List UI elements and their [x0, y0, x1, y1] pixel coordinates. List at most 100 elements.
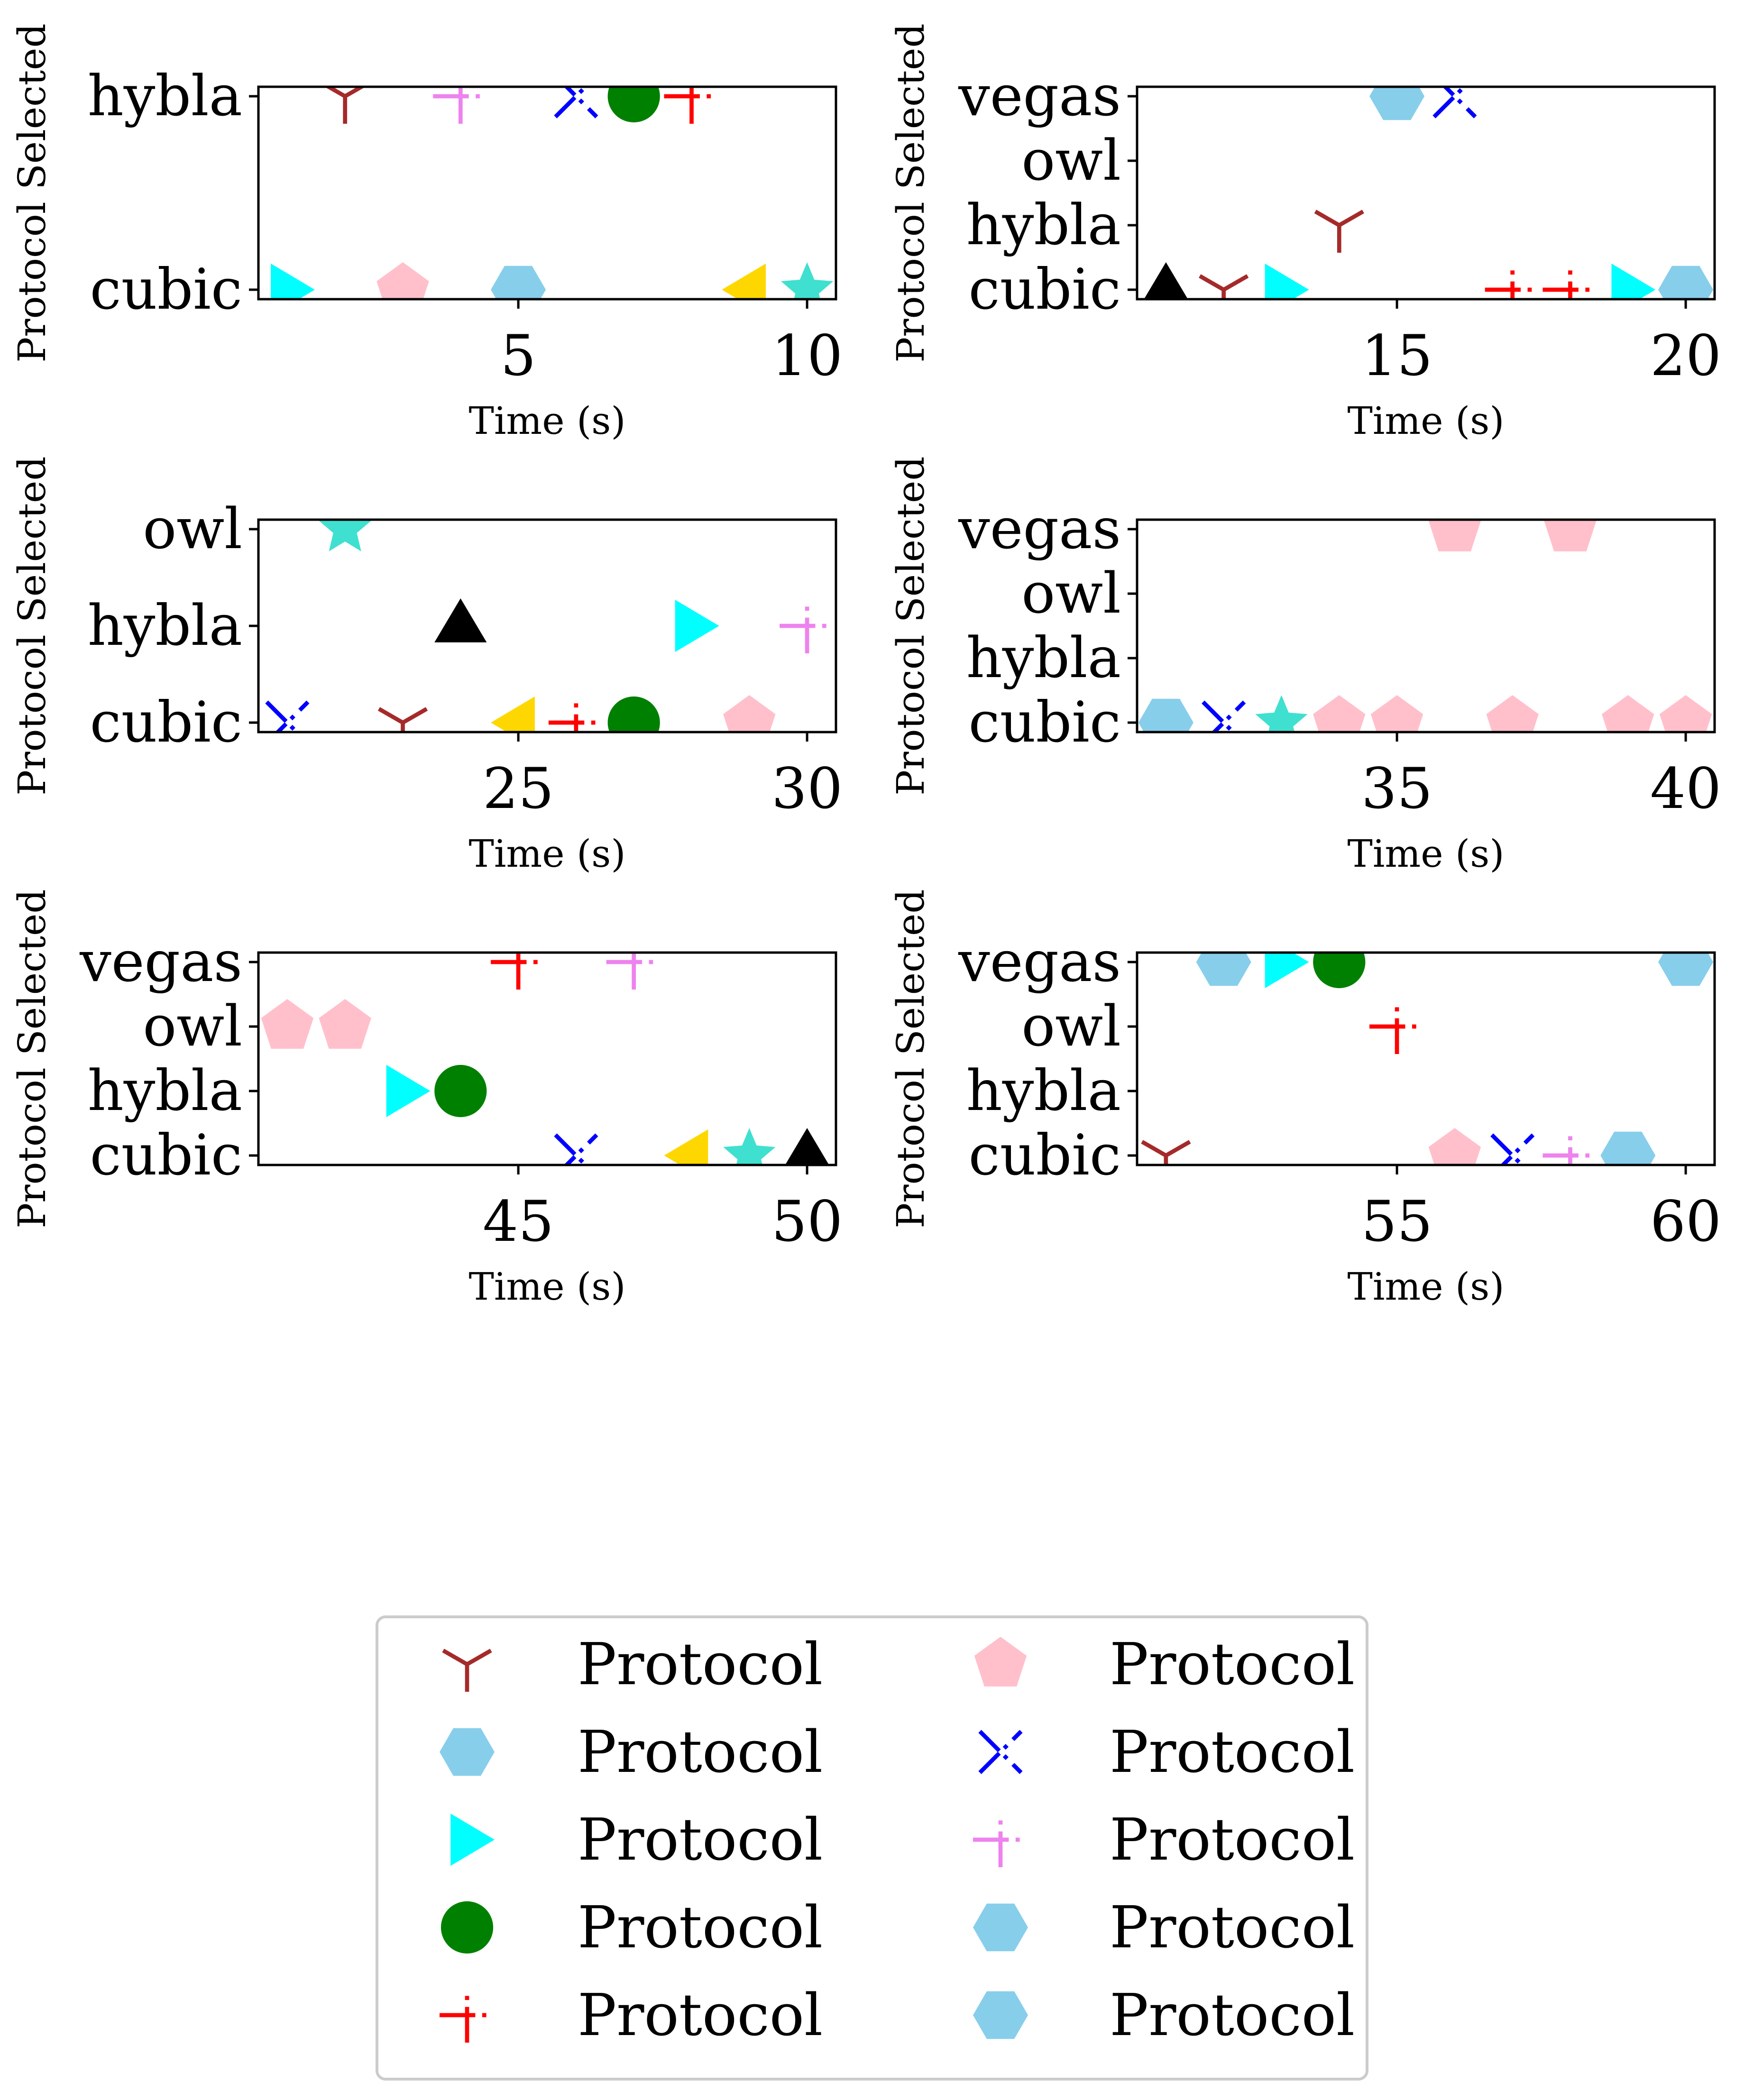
point-52-vegas — [1196, 953, 1251, 986]
point-37-cubic — [1486, 695, 1539, 732]
point-45-vegas — [491, 953, 546, 990]
y-tick-label: vegas — [958, 63, 1121, 128]
y-tick-label: cubic — [969, 257, 1121, 322]
legend-marker — [440, 1728, 495, 1776]
legend-label: Protocol — [1110, 1718, 1355, 1786]
point-6-hybla — [554, 87, 598, 119]
legend-label: Protocol — [578, 1981, 823, 2049]
point-19-cubic — [1611, 263, 1656, 299]
point-35-cubic — [1370, 695, 1423, 732]
x-tick-label: 50 — [771, 1189, 843, 1254]
point-21-cubic — [265, 700, 310, 732]
legend-marker — [440, 1988, 495, 2043]
point-48-cubic — [664, 1129, 708, 1165]
legend-marker — [441, 1901, 494, 1954]
point-20-cubic — [1658, 266, 1714, 299]
x-tick-label: 60 — [1650, 1189, 1721, 1254]
point-5-cubic — [491, 266, 546, 299]
point-22-owl — [319, 520, 371, 551]
point-32-cubic — [1202, 700, 1246, 732]
point-46-cubic — [554, 1133, 598, 1165]
point-1-cubic — [271, 263, 315, 299]
subplot-3: cubic hybla owl 25 30 Time (s) Protocol Select… — [10, 456, 843, 876]
legend-entry-9: Protocol — [973, 1894, 1355, 1961]
point-33-cubic — [1255, 695, 1308, 732]
legend-marker — [973, 1903, 1028, 1952]
point-9-cubic — [722, 263, 766, 299]
y-tick-label: vegas — [958, 496, 1121, 561]
y-tick-label: hybla — [966, 192, 1121, 257]
point-30-hybla — [780, 598, 835, 653]
point-18-cubic — [1542, 262, 1598, 299]
y-tick-label: owl — [1021, 560, 1121, 626]
point-3-cubic — [376, 262, 429, 299]
markers — [1144, 87, 1714, 299]
x-axis-label: Time (s) — [1347, 399, 1504, 443]
point-16-vegas — [1432, 87, 1477, 119]
point-60-vegas — [1658, 953, 1714, 986]
legend-marker — [450, 1813, 495, 1866]
y-tick-label: vegas — [79, 929, 242, 994]
y-tick-label: owl — [1021, 993, 1121, 1059]
point-56-cubic — [1428, 1128, 1481, 1165]
y-axis-label: Protocol Selected — [889, 456, 933, 795]
y-tick-label: cubic — [90, 257, 242, 322]
markers — [271, 87, 834, 299]
point-44-hybla — [434, 1064, 487, 1118]
subplot-1: cubic hybla 5 10 Time (s) Protocol Selected — [10, 23, 843, 443]
point-47-vegas — [606, 953, 661, 990]
x-tick-label: 55 — [1361, 1189, 1432, 1254]
point-7-hybla — [607, 87, 660, 123]
point-41-owl — [261, 999, 314, 1049]
point-50-cubic — [785, 1128, 829, 1165]
point-34-cubic — [1313, 695, 1366, 732]
axes-frame — [257, 85, 837, 301]
x-axis-label: Time (s) — [468, 399, 625, 443]
point-38-vegas — [1544, 520, 1597, 551]
legend-label: Protocol — [1110, 1631, 1355, 1698]
y-axis-label: Protocol Selected — [10, 23, 54, 362]
y-tick-label: hybla — [88, 1058, 242, 1123]
point-10-cubic — [780, 262, 834, 299]
legend-marker — [978, 1730, 1023, 1774]
point-13-cubic — [1265, 263, 1309, 299]
y-tick-label: hybla — [88, 593, 242, 658]
y-tick-label: cubic — [969, 1122, 1121, 1188]
y-tick-label: owl — [1021, 128, 1121, 193]
legend-label: Protocol — [1110, 1806, 1355, 1873]
point-27-cubic — [607, 696, 660, 732]
point-59-cubic — [1600, 1131, 1656, 1165]
y-tick-label: vegas — [958, 929, 1121, 994]
y-tick-label: cubic — [90, 1122, 242, 1188]
x-axis-label: Time (s) — [1347, 1265, 1504, 1309]
point-11-cubic — [1144, 262, 1188, 299]
markers — [1141, 953, 1714, 1165]
point-14-hybla — [1314, 210, 1364, 253]
x-axis-label: Time (s) — [468, 832, 625, 876]
point-58-cubic — [1542, 1128, 1598, 1165]
legend-entry-1: Protocol — [442, 1631, 823, 1698]
legend-label: Protocol — [578, 1631, 823, 1698]
y-tick-label: cubic — [969, 689, 1121, 755]
legend-marker — [442, 1649, 492, 1692]
y-tick-label: cubic — [90, 689, 242, 755]
x-axis-label: Time (s) — [468, 1265, 625, 1309]
y-axis-label: Protocol Selected — [10, 456, 54, 795]
x-axis-label: Time (s) — [1347, 832, 1504, 876]
point-12-cubic — [1199, 274, 1249, 299]
y-tick-label: owl — [143, 496, 242, 561]
point-4-hybla — [433, 87, 488, 124]
legend-entry-2: Protocol — [440, 1718, 823, 1786]
y-tick-label: hybla — [966, 625, 1121, 690]
y-axis-label: Protocol Selected — [889, 889, 933, 1228]
x-tick-label: 45 — [483, 1189, 554, 1254]
point-8-hybla — [664, 87, 719, 124]
legend-entry-3: Protocol — [450, 1806, 823, 1873]
point-2-hybla — [324, 87, 366, 124]
axes-frame — [1136, 85, 1716, 301]
point-17-cubic — [1485, 262, 1540, 299]
